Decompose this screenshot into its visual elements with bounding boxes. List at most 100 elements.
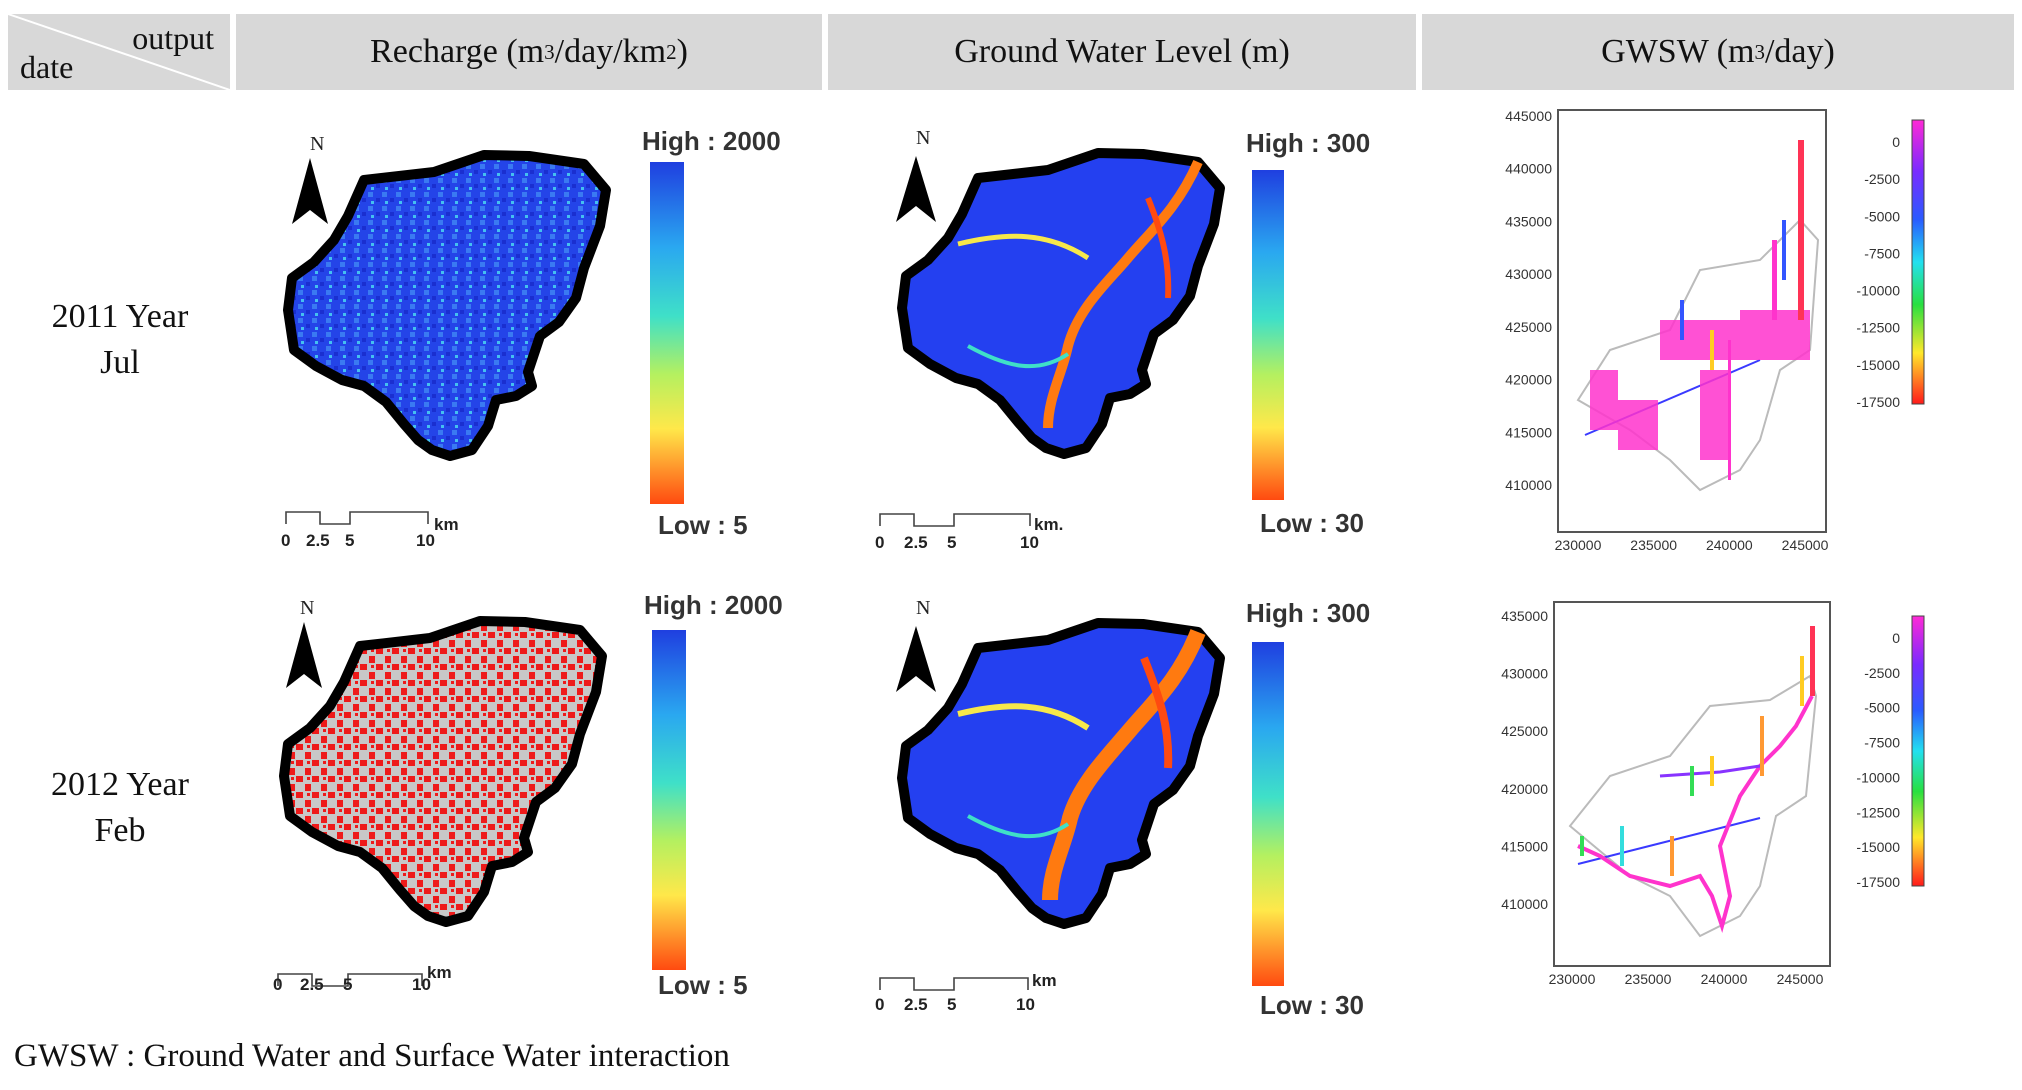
y-tick-labels: 435000 430000 425000 420000 415000 410000 xyxy=(1501,608,1548,912)
svg-text:0: 0 xyxy=(875,533,884,552)
svg-text:km.: km. xyxy=(1034,515,1063,534)
recharge-map-svg: N High : 2000 Low : 5 0 2.5 5 10 km xyxy=(281,126,781,550)
colorbar-tick-labels: 0 -2500 -5000 -7500 -10000 -12500 -15000 -17500 xyxy=(1856,134,1900,410)
colorbar-tick-label: -10000 xyxy=(1856,283,1900,299)
svg-text:2.5: 2.5 xyxy=(306,531,330,550)
recharge-high-label: High : 2000 xyxy=(642,126,781,156)
x-tick-label: 235000 xyxy=(1630,537,1677,553)
svg-text:2.5: 2.5 xyxy=(904,995,928,1014)
tributary-south xyxy=(967,814,1070,839)
colorbar-tick-label: -7500 xyxy=(1864,245,1900,261)
colorbar-tick-label: -2500 xyxy=(1864,171,1900,187)
gwl-high-label: High : 300 xyxy=(1246,598,1370,628)
gwsw-chart-svg: 435000 430000 425000 420000 415000 410000 230… xyxy=(1501,601,1925,987)
colorbar-tick-label: -12500 xyxy=(1856,320,1900,336)
gwl-low-label: Low : 30 xyxy=(1260,990,1364,1020)
gwsw-line-magenta xyxy=(1577,695,1814,933)
svg-text:5: 5 xyxy=(343,975,352,994)
svg-text:5: 5 xyxy=(345,531,354,550)
recharge-high-label: High : 2000 xyxy=(644,590,782,620)
gwl-colorbar xyxy=(1252,642,1284,986)
gwl-low-label: Low : 30 xyxy=(1260,508,1364,538)
corner-diagonal-line xyxy=(8,14,230,90)
x-tick-label: 240000 xyxy=(1701,971,1748,987)
north-arrow-icon xyxy=(896,156,936,222)
north-label: N xyxy=(310,133,324,155)
y-tick-label: 425000 xyxy=(1501,723,1548,739)
svg-text:5: 5 xyxy=(947,995,956,1014)
recharge-colorbar xyxy=(652,630,686,970)
y-tick-label: 445000 xyxy=(1505,108,1552,124)
y-tick-label: 435000 xyxy=(1505,213,1552,229)
gwsw-colorbar xyxy=(1911,119,1925,405)
x-tick-label: 245000 xyxy=(1782,537,1829,553)
gwsw-chart-2012-feb: 435000 430000 425000 420000 415000 410000 230… xyxy=(1460,596,1980,1001)
svg-text:0: 0 xyxy=(875,995,884,1014)
header-gwsw: GWSW (m 3/day) xyxy=(1422,14,2014,90)
main-river-channel xyxy=(1042,629,1206,901)
x-tick-label: 235000 xyxy=(1625,971,1672,987)
scale-bar: 0 2.5 5 10 km xyxy=(273,963,452,994)
y-tick-label: 435000 xyxy=(1501,608,1548,624)
recharge-colorbar xyxy=(650,162,684,504)
x-tick-label: 240000 xyxy=(1706,537,1753,553)
header-recharge: Recharge (m 3/day/km 2) xyxy=(236,14,822,90)
recharge-low-label: Low : 5 xyxy=(658,970,748,996)
colorbar-tick-label: -7500 xyxy=(1864,735,1900,751)
svg-text:0: 0 xyxy=(273,975,282,994)
corner-date-label: date xyxy=(20,49,74,85)
main-river-channel xyxy=(1043,160,1203,429)
y-tick-label: 415000 xyxy=(1501,838,1548,854)
svg-text:10: 10 xyxy=(1020,533,1039,552)
north-label: N xyxy=(300,597,314,619)
svg-text:10: 10 xyxy=(416,531,435,550)
gwsw-colorbar xyxy=(1911,615,1925,887)
gwl-map-2012-feb: N High : 300 Low : 30 0 2.5 5 10 km xyxy=(858,586,1378,1031)
north-arrow-icon xyxy=(286,622,322,688)
gwl-colorbar xyxy=(1252,170,1284,500)
y-tick-label: 430000 xyxy=(1501,666,1548,682)
tributary-south xyxy=(967,344,1070,369)
y-tick-label: 415000 xyxy=(1505,424,1552,440)
x-tick-label: 230000 xyxy=(1555,537,1602,553)
y-tick-labels: 445000 440000 435000 430000 425000 420000 4150… xyxy=(1505,108,1552,493)
gwsw-chart-2011-jul: 445000 440000 435000 430000 425000 420000 4150… xyxy=(1460,100,1980,575)
colorbar-tick-labels: 0 -2500 -5000 -7500 -10000 -12500 -15000 -17500 xyxy=(1856,630,1900,890)
colorbar-tick-label: -10000 xyxy=(1856,769,1900,785)
watershed-outline xyxy=(1568,674,1818,938)
y-tick-label: 425000 xyxy=(1505,319,1552,335)
scale-bar: 0 2.5 5 10 km xyxy=(875,971,1057,1014)
colorbar-tick-label: 0 xyxy=(1892,630,1900,646)
gwl-map-2011-jul: N High : 300 Low : 30 0 2.5 5 10 km. xyxy=(858,110,1378,565)
colorbar-tick-label: -5000 xyxy=(1864,208,1900,224)
colorbar-tick-label: -2500 xyxy=(1864,665,1900,681)
x-tick-labels: 230000 235000 240000 245000 xyxy=(1549,971,1824,987)
recharge-map-2011-jul: N High : 2000 Low : 5 0 2.5 5 10 km xyxy=(262,110,782,565)
scale-bar: 0 2.5 5 10 km xyxy=(281,511,459,550)
colorbar-tick-label: -12500 xyxy=(1856,804,1900,820)
gwl-high-label: High : 300 xyxy=(1246,128,1370,158)
footnote: GWSW : Ground Water and Surface Water in… xyxy=(14,1038,730,1074)
y-tick-label: 410000 xyxy=(1501,896,1548,912)
gwsw-bars xyxy=(1580,626,1815,876)
gwsw-line-purple xyxy=(1659,764,1761,778)
x-tick-label: 245000 xyxy=(1777,971,1824,987)
svg-text:2.5: 2.5 xyxy=(904,533,928,552)
svg-text:km: km xyxy=(434,515,459,534)
svg-text:km: km xyxy=(1032,971,1057,990)
colorbar-tick-label: -5000 xyxy=(1864,700,1900,716)
colorbar-tick-label: 0 xyxy=(1892,134,1900,150)
gwsw-chart-svg: 445000 440000 435000 430000 425000 420000 4150… xyxy=(1505,108,1925,553)
y-tick-label: 420000 xyxy=(1501,781,1548,797)
colorbar-tick-label: -17500 xyxy=(1856,394,1900,410)
svg-text:2.5: 2.5 xyxy=(300,975,324,994)
watershed-recharge-area xyxy=(284,621,602,922)
y-tick-label: 410000 xyxy=(1505,477,1552,493)
recharge-map-2012-feb: N High : 2000 Low : 5 0 2.5 5 10 km xyxy=(262,586,783,1001)
svg-text:km: km xyxy=(427,963,452,982)
colorbar-tick-label: -15000 xyxy=(1856,839,1900,855)
svg-text:5: 5 xyxy=(947,533,956,552)
row-label-2011-jul: 2011 Year Jul xyxy=(51,298,189,381)
row-label-2012-feb: 2012 Year Feb xyxy=(51,766,189,849)
y-tick-label: 430000 xyxy=(1505,266,1552,282)
